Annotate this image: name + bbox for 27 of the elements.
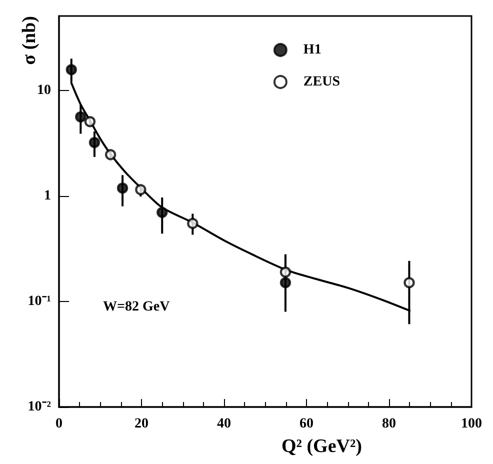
x-tick-label: 0 [56,416,62,432]
point [156,206,168,218]
point [187,218,198,230]
y-tick-label: 10 [37,83,51,98]
x-tick-label: 40 [217,416,231,432]
point [280,277,292,288]
x-axis-title: Q² (GeV²) [282,436,362,457]
y-tick-label: 10⁻¹ [28,294,51,310]
point [88,136,100,148]
x-tick-label: 60 [300,416,314,432]
x-tick-label: 100 [461,416,482,432]
point [135,184,146,196]
point [84,116,96,128]
point [104,149,116,160]
point [404,277,415,288]
x-tick-label: 80 [382,416,396,432]
point [75,111,86,122]
y-tick-label: 1 [44,188,51,204]
x-tick-label: 20 [134,416,148,432]
annotation: W=82 GeV [103,300,170,314]
point [66,64,77,76]
y-tick-label: 10⁻² [28,400,51,414]
point [280,266,292,278]
legend-label: H1 [303,42,322,58]
y-axis-title: σ (nb) [19,16,40,65]
point [116,182,128,194]
legend-label: ZEUS [303,74,340,90]
